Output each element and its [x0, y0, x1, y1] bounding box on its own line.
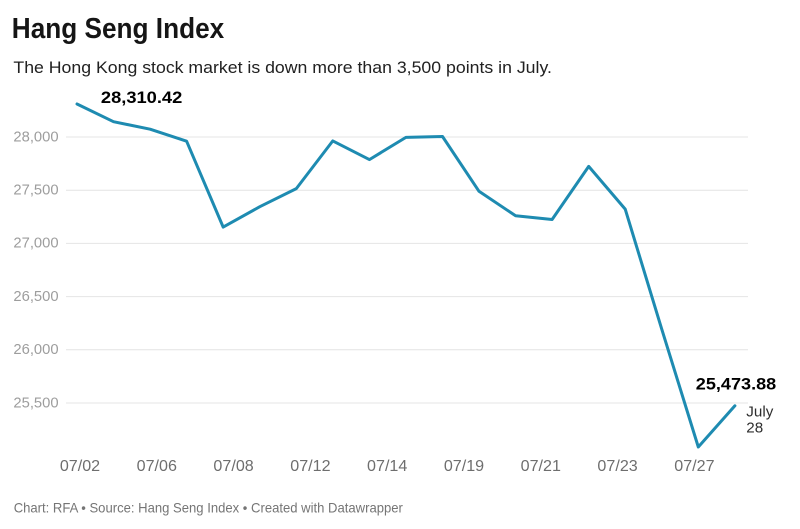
svg-text:07/08: 07/08: [213, 458, 253, 475]
svg-text:26,000: 26,000: [13, 342, 58, 358]
svg-text:Chart: RFA • Source: Hang Seng: Chart: RFA • Source: Hang Seng Index • C…: [14, 499, 404, 515]
svg-text:Hang Seng Index: Hang Seng Index: [12, 13, 225, 45]
svg-text:28,310.42: 28,310.42: [101, 88, 182, 107]
svg-text:07/02: 07/02: [60, 458, 100, 475]
svg-text:27,000: 27,000: [13, 236, 58, 252]
svg-text:28: 28: [746, 420, 763, 437]
svg-text:07/21: 07/21: [521, 458, 561, 475]
svg-text:07/19: 07/19: [444, 458, 484, 475]
svg-text:07/23: 07/23: [597, 458, 637, 475]
svg-text:July: July: [746, 403, 773, 420]
svg-text:25,500: 25,500: [13, 395, 58, 411]
svg-text:07/27: 07/27: [674, 458, 714, 475]
svg-text:25,473.88: 25,473.88: [696, 374, 776, 393]
svg-text:26,500: 26,500: [13, 289, 58, 305]
svg-text:07/14: 07/14: [367, 458, 407, 475]
svg-text:28,000: 28,000: [13, 129, 58, 145]
svg-text:The Hong Kong stock market is: The Hong Kong stock market is down more …: [13, 58, 552, 77]
svg-text:07/12: 07/12: [290, 458, 330, 475]
svg-text:27,500: 27,500: [13, 183, 58, 199]
svg-text:07/06: 07/06: [137, 458, 177, 475]
